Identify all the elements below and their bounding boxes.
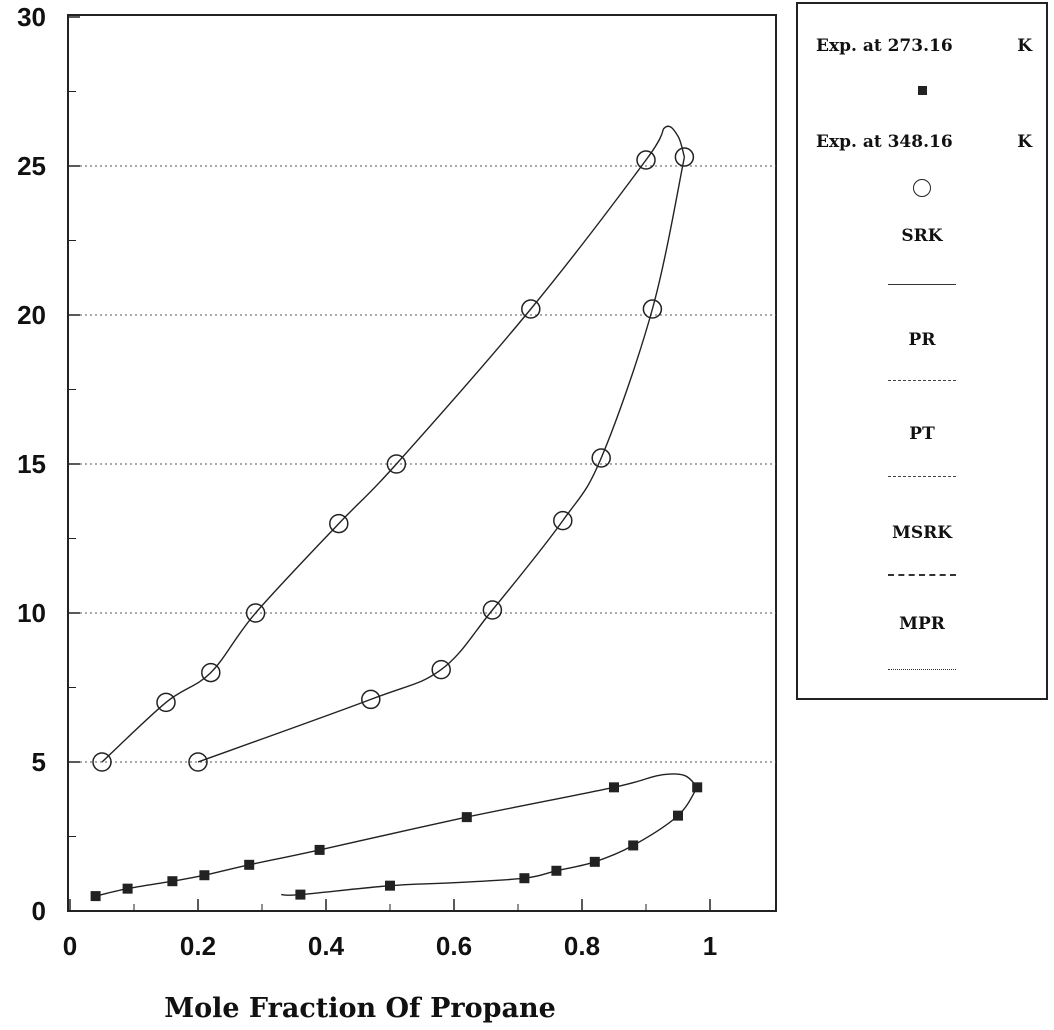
- plot-frame: [67, 14, 777, 912]
- point-square: [199, 870, 210, 881]
- y-tick-label: 0: [32, 896, 46, 926]
- point-circle: [188, 752, 208, 772]
- legend-filled-square-marker: [798, 86, 1046, 95]
- point-square: [385, 880, 395, 891]
- point-square: [609, 782, 619, 793]
- x-tick-label: 0.6: [436, 931, 472, 961]
- grid-lines: [70, 165, 776, 763]
- y-tick-label: 20: [17, 300, 46, 330]
- y-axis-ticks: 0 5 10 15 20 25 30: [17, 2, 80, 926]
- point-circle: [521, 299, 541, 319]
- curve-low-dew: [95, 773, 698, 897]
- point-square: [295, 889, 306, 900]
- x-tick-label: 1: [703, 931, 717, 961]
- point-square: [673, 810, 683, 821]
- point-circle: [674, 147, 695, 167]
- x-tick-label: 0: [63, 931, 77, 961]
- legend-mpr-label: MPR: [899, 614, 945, 634]
- legend-exp1-unit: K: [1017, 36, 1032, 56]
- legend-pr-line: [798, 380, 1046, 381]
- x-tick-label: 0.2: [180, 931, 216, 961]
- legend-srk-label: SRK: [901, 226, 943, 246]
- legend-exp2-unit: K: [1017, 132, 1032, 152]
- y-tick-label: 10: [17, 598, 46, 628]
- point-square: [692, 782, 703, 793]
- point-square: [122, 883, 133, 894]
- y-tick-label: 5: [32, 747, 46, 777]
- legend-pt-line: [798, 476, 1046, 477]
- y-tick-label: 25: [17, 151, 46, 181]
- point-square: [244, 859, 255, 870]
- legend-open-circle-marker: [798, 179, 1046, 197]
- point-circle: [642, 299, 663, 319]
- point-circle: [553, 510, 573, 531]
- point-circle: [482, 600, 503, 620]
- point-square: [628, 840, 639, 851]
- legend: Exp. at 273.16 K Exp. at 348.16 K SRK PR…: [796, 2, 1048, 700]
- model-curves: [95, 125, 698, 897]
- point-square: [551, 865, 562, 876]
- point-circle: [329, 513, 349, 534]
- point-circle: [245, 603, 266, 623]
- legend-exp1: Exp. at 273.16 K: [798, 36, 1046, 56]
- legend-exp2-label: Exp. at 348.16: [816, 132, 953, 152]
- point-square: [314, 844, 325, 855]
- curve-high-bubble: [197, 156, 686, 763]
- legend-msrk-line: [798, 574, 1046, 576]
- point-square: [167, 876, 178, 887]
- point-square: [90, 891, 101, 902]
- x-axis-ticks: 0 0.2 0.4 0.6 0.8 1: [63, 899, 717, 961]
- y-tick-label: 30: [17, 2, 46, 32]
- legend-mpr-line: [798, 669, 1046, 670]
- point-circle: [431, 659, 451, 680]
- point-square: [589, 856, 600, 867]
- data-points: [90, 147, 703, 902]
- y-tick-label: 15: [17, 449, 46, 479]
- legend-msrk-label: MSRK: [892, 523, 952, 543]
- point-circle: [156, 692, 176, 713]
- phase-diagram-chart: 0 5 10 15 20 25 30 0 0.2 0.4 0.6 0.8 1 Mole Fractio…: [17, 2, 777, 1024]
- point-square: [461, 812, 472, 823]
- point-circle: [386, 454, 407, 474]
- point-circle: [591, 448, 611, 468]
- legend-pt-label: PT: [909, 424, 935, 444]
- legend-srk-line: [798, 284, 1046, 285]
- curve-high-dew: [101, 125, 686, 763]
- point-circle: [92, 752, 112, 772]
- x-tick-label: 0.8: [564, 931, 600, 961]
- point-square: [519, 873, 530, 884]
- point-circle: [201, 662, 221, 683]
- point-circle: [361, 689, 381, 710]
- point-circle: [636, 150, 656, 170]
- legend-exp1-label: Exp. at 273.16: [816, 36, 953, 56]
- legend-pr-label: PR: [908, 330, 936, 350]
- x-tick-label: 0.4: [308, 931, 345, 961]
- legend-exp2: Exp. at 348.16 K: [798, 132, 1046, 152]
- curve-low-bubble: [281, 786, 698, 896]
- x-axis-label: Mole Fraction Of Propane: [164, 993, 556, 1024]
